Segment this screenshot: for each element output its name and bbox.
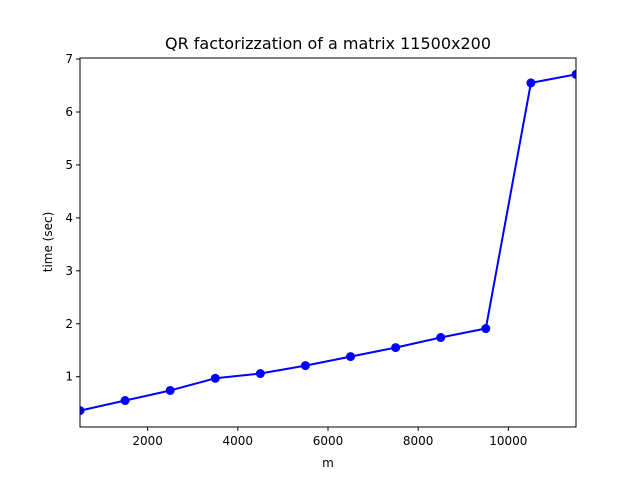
data-point: [120, 396, 130, 406]
data-point: [391, 343, 401, 353]
x-axis-label: m: [322, 456, 334, 470]
data-point: [300, 361, 310, 371]
x-tick-label: 8000: [403, 434, 434, 448]
x-tick-label: 6000: [313, 434, 344, 448]
plot-frame: [79, 57, 577, 428]
series-line: [80, 73, 576, 412]
x-tick-label: 10000: [489, 434, 527, 448]
y-tick-label: 4: [65, 211, 73, 225]
y-tick-label: 7: [65, 52, 73, 66]
data-point: [571, 69, 576, 79]
series-layer: [80, 69, 576, 416]
x-tick-label: 2000: [132, 434, 163, 448]
data-point: [526, 78, 536, 88]
data-point: [210, 373, 220, 383]
y-tick-label: 2: [65, 317, 73, 331]
y-tick-label: 3: [65, 264, 73, 278]
data-point: [80, 406, 85, 416]
data-point: [165, 385, 175, 395]
y-tick-label: 1: [65, 370, 73, 384]
chart-title: QR factorizzation of a matrix 11500x200: [165, 34, 491, 53]
data-point: [436, 333, 446, 343]
y-tick-label: 5: [65, 158, 73, 172]
data-point: [255, 369, 265, 379]
axes: 2000 4000 6000 8000 10000 1 2 3 4 5 6 7: [65, 52, 527, 448]
data-point: [346, 352, 356, 362]
data-point: [481, 324, 491, 334]
y-tick-label: 6: [65, 105, 73, 119]
y-axis-label: time (sec): [41, 212, 55, 273]
x-tick-label: 4000: [223, 434, 254, 448]
